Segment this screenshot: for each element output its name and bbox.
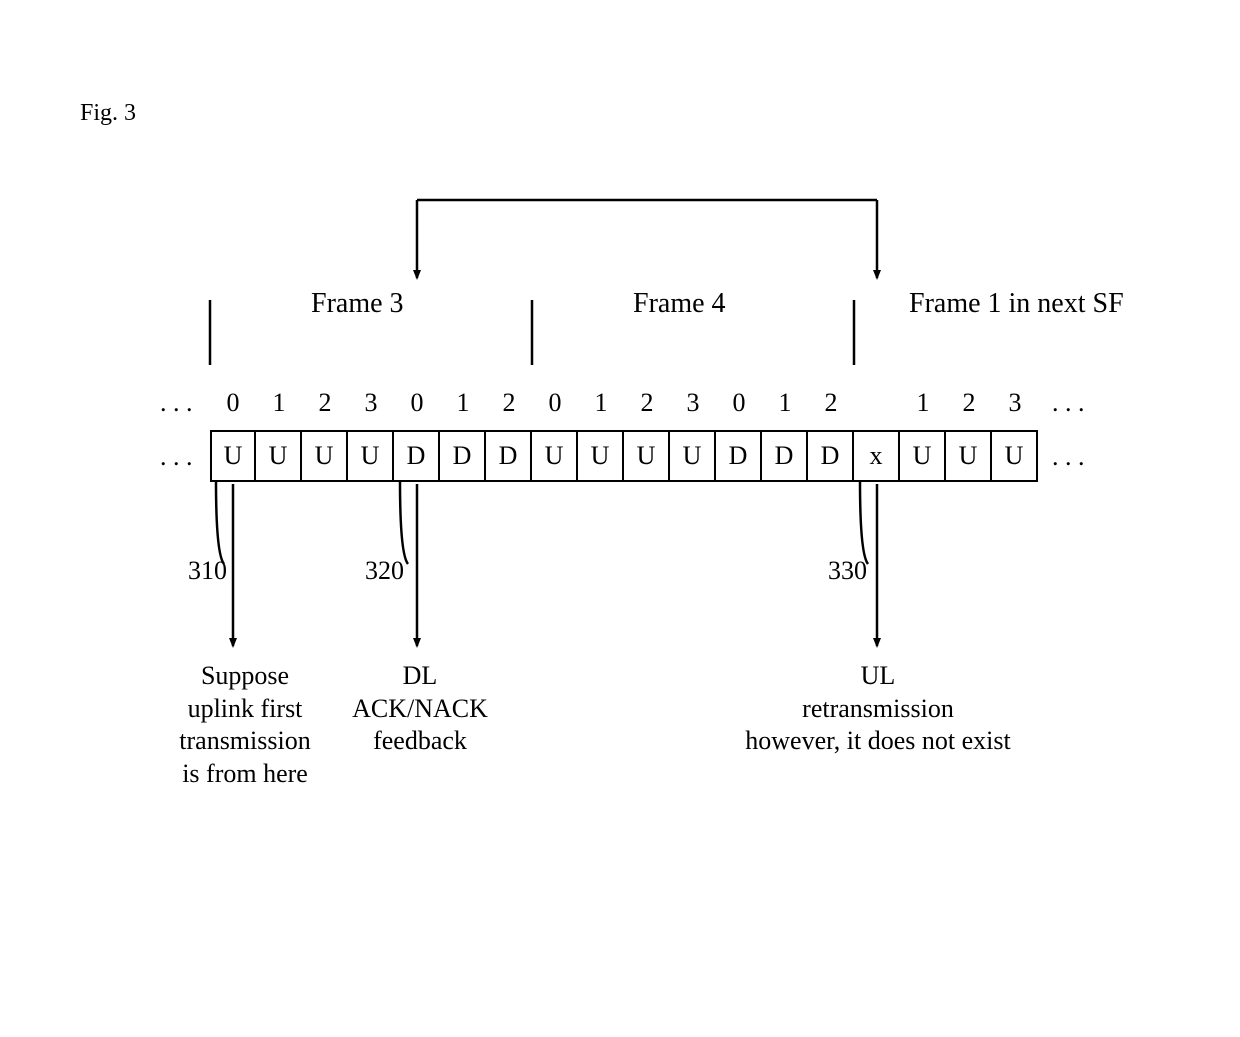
callout-refnum-330: 330 [828,556,867,586]
figure-label: Fig. 3 [80,100,136,127]
slot-17: U [992,430,1038,482]
slot-0: U [210,430,256,482]
callout-text-2: UL retransmission however, it does not e… [728,660,1028,758]
slot-index-3: 3 [348,388,394,418]
slot-1: U [256,430,302,482]
slot-index-0: 0 [210,388,256,418]
slot-5: D [440,430,486,482]
slot-index-15: 1 [900,388,946,418]
slot-14: x [854,430,900,482]
slot-index-5: 1 [440,388,486,418]
slot-index-1: 1 [256,388,302,418]
slot-index-11: 0 [716,388,762,418]
slot-11: D [716,430,762,482]
slot-16: U [946,430,992,482]
slot-8: U [578,430,624,482]
callout-refnum-320: 320 [365,556,404,586]
slot-10: U [670,430,716,482]
slot-index-10: 3 [670,388,716,418]
slot-index-17: 3 [992,388,1038,418]
slot-6: D [486,430,532,482]
slot-2: U [302,430,348,482]
slot-12: D [762,430,808,482]
slot-13: D [808,430,854,482]
slot-index-8: 1 [578,388,624,418]
callout-text-1: DL ACK/NACK feedback [270,660,570,758]
ellipsis-row-right: . . . [1052,442,1085,472]
slot-7: U [532,430,578,482]
ellipsis-row-left: . . . [160,442,193,472]
slot-index-6: 2 [486,388,532,418]
slot-index-16: 2 [946,388,992,418]
slot-15: U [900,430,946,482]
slot-4: D [394,430,440,482]
figure-3-diagram: Fig. 3 U0U1U2U3D0D1D2U0U1U2U3D0D1D2xU1U2… [0,0,1240,1037]
arrow-overlay [0,0,1240,1037]
frame-label-2: Frame 1 in next SF [909,288,1124,320]
slot-9: U [624,430,670,482]
callout-refnum-310: 310 [188,556,227,586]
ellipsis-num-left: . . . [160,388,193,418]
slot-index-9: 2 [624,388,670,418]
frame-label-0: Frame 3 [311,288,404,320]
slot-index-4: 0 [394,388,440,418]
slot-3: U [348,430,394,482]
ellipsis-num-right: . . . [1052,388,1085,418]
slot-index-12: 1 [762,388,808,418]
slot-index-2: 2 [302,388,348,418]
slot-index-7: 0 [532,388,578,418]
slot-index-13: 2 [808,388,854,418]
frame-label-1: Frame 4 [633,288,726,320]
